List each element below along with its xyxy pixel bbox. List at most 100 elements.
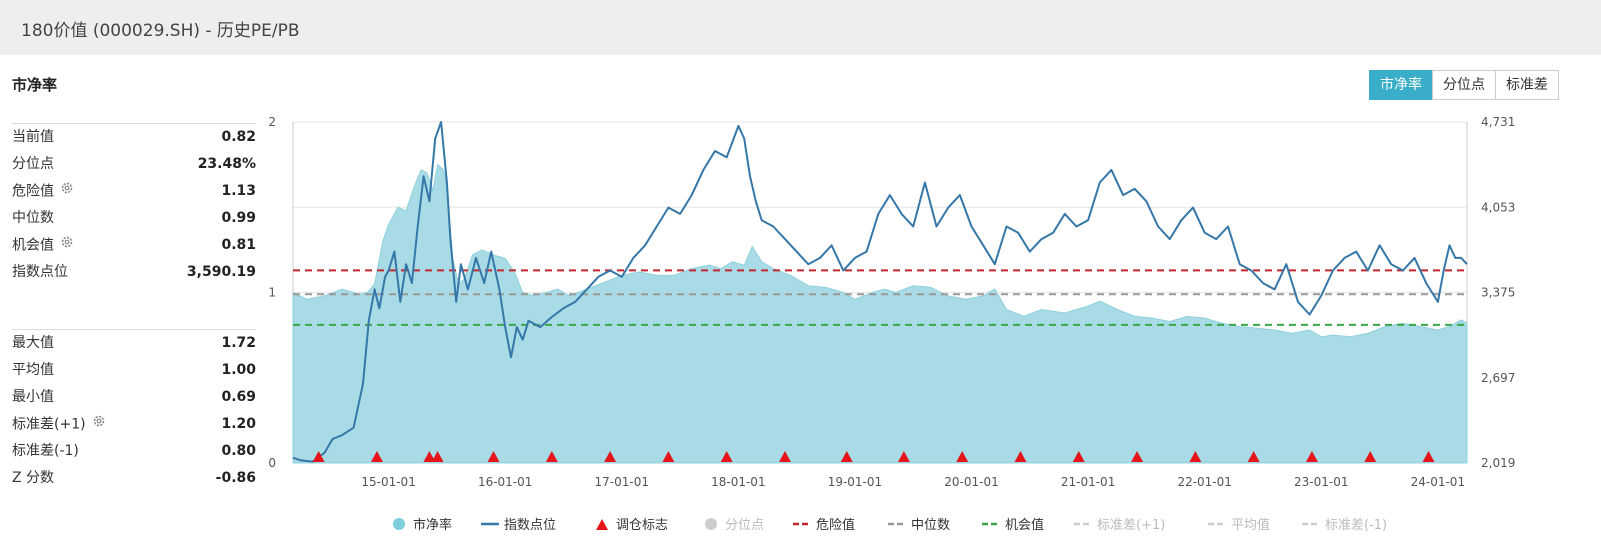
- left-axis-tick-label: 2: [268, 115, 276, 129]
- legend-label: 标准差(+1): [1097, 518, 1166, 533]
- tab-pb[interactable]: 市净率: [1369, 70, 1433, 100]
- legend-dot-icon: [390, 517, 408, 531]
- stat-label: 危险值: [12, 178, 74, 206]
- x-axis-tick-label: 15-01-01: [361, 475, 415, 489]
- tab-percentile[interactable]: 分位点: [1432, 70, 1496, 100]
- rebalance-marker: [662, 451, 675, 462]
- stat-row: 危险值 1.13: [12, 178, 256, 205]
- stats-panel-current: 当前值 0.82 分位点 23.48% 危险值 1.13 中位数 0.99 机会值 0.81 指数点…: [12, 123, 256, 286]
- rebalance-marker: [545, 451, 558, 462]
- stat-label: 机会值: [12, 232, 74, 260]
- rebalance-marker: [487, 451, 500, 462]
- legend-dash-icon: [793, 517, 811, 531]
- index-line-series: [292, 121, 1468, 463]
- gear-icon[interactable]: [92, 411, 106, 438]
- legend-dash-icon: [1302, 517, 1320, 531]
- stat-value: 0.69: [221, 389, 256, 405]
- legend-item[interactable]: 机会值: [982, 514, 1044, 533]
- legend-label: 标准差(-1): [1325, 518, 1388, 533]
- legend-dot-icon: [702, 517, 720, 531]
- gear-icon[interactable]: [60, 178, 74, 205]
- stat-value: 0.82: [221, 129, 256, 145]
- legend-item[interactable]: 市净率: [390, 514, 452, 533]
- stat-row: 平均值 1.00: [12, 357, 256, 384]
- legend-label: 市净率: [413, 518, 453, 533]
- legend-dash-icon: [1074, 517, 1092, 531]
- rebalance-marker: [370, 451, 383, 462]
- legend-label: 指数点位: [504, 518, 557, 533]
- rebalance-marker: [423, 451, 436, 462]
- x-axis-tick-label: 21-01-01: [1061, 475, 1115, 489]
- x-axis-tick-label: 22-01-01: [1177, 475, 1231, 489]
- rebalance-marker: [778, 451, 791, 462]
- stat-row: Z 分数 -0.86: [12, 465, 256, 492]
- right-axis-tick-label: 4,053: [1481, 200, 1515, 214]
- rebalance-marker: [1014, 451, 1027, 462]
- rebalance-marker: [1131, 451, 1144, 462]
- legend-dash-icon: [982, 517, 1000, 531]
- stat-row: 最小值 0.69: [12, 384, 256, 411]
- rebalance-marker: [604, 451, 617, 462]
- x-axis-tick-label: 20-01-01: [944, 475, 998, 489]
- rebalance-marker: [312, 451, 325, 462]
- tab-stddev[interactable]: 标准差: [1495, 70, 1559, 100]
- rebalance-marker: [1305, 451, 1318, 462]
- stat-value: 23.48%: [197, 156, 256, 172]
- x-axis-tick-label: 17-01-01: [595, 475, 649, 489]
- legend-item[interactable]: 指数点位: [481, 514, 556, 533]
- right-axis-tick-label: 2,697: [1481, 371, 1515, 385]
- rebalance-marker: [1422, 451, 1435, 462]
- legend-item[interactable]: 分位点: [702, 514, 764, 533]
- pb-area-series: [292, 163, 1468, 464]
- chart-legend: 市净率 指数点位 调仓标志 分位点 危险值 中位数 机会值 标准差(+1) 平均值 标准差(-1): [0, 508, 1601, 538]
- stat-value: 1.20: [221, 416, 256, 432]
- legend-item[interactable]: 中位数: [888, 514, 950, 533]
- stat-value: 0.99: [221, 210, 256, 226]
- rebalance-marker: [897, 451, 910, 462]
- stat-label: 指数点位: [12, 264, 68, 280]
- section-title: 市净率: [12, 76, 58, 94]
- stat-row: 标准差(+1) 1.20: [12, 411, 256, 438]
- rebalance-marker: [431, 451, 444, 462]
- stats-panel-history: 最大值 1.72 平均值 1.00 最小值 0.69 标准差(+1) 1.20 标准差(-1) 0…: [12, 329, 256, 492]
- left-axis-tick-label: 0: [268, 456, 276, 470]
- legend-item[interactable]: 危险值: [793, 514, 855, 533]
- x-axis-tick-label: 18-01-01: [711, 475, 765, 489]
- gear-icon[interactable]: [60, 232, 74, 259]
- stat-label: 标准差(+1): [12, 411, 106, 439]
- stat-value: -0.86: [215, 470, 256, 486]
- stat-label: 最大值: [12, 335, 54, 351]
- stat-label: 标准差(-1): [12, 443, 79, 459]
- legend-triangle-icon: [593, 517, 611, 531]
- rebalance-marker: [1072, 451, 1085, 462]
- stat-label: 分位点: [12, 156, 54, 172]
- stat-row: 中位数 0.99: [12, 205, 256, 232]
- stat-value: 3,590.19: [186, 264, 256, 280]
- x-axis-tick-label: 24-01-01: [1411, 475, 1465, 489]
- rebalance-marker: [1247, 451, 1260, 462]
- header-bar: 180价值 (000029.SH) - 历史PE/PB: [0, 0, 1601, 55]
- view-tabs: 市净率 分位点 标准差: [1369, 70, 1559, 100]
- rebalance-marker: [1364, 451, 1377, 462]
- stat-value: 0.80: [221, 443, 256, 459]
- legend-line-icon: [481, 517, 499, 531]
- x-axis-tick-label: 16-01-01: [478, 475, 532, 489]
- legend-item[interactable]: 标准差(-1): [1302, 514, 1387, 533]
- legend-label: 分位点: [725, 518, 765, 533]
- legend-dash-icon: [888, 517, 906, 531]
- x-axis-tick-label: 19-01-01: [828, 475, 882, 489]
- legend-item[interactable]: 调仓标志: [593, 514, 668, 533]
- stat-label: 最小值: [12, 389, 54, 405]
- stat-row: 机会值 0.81: [12, 232, 256, 259]
- legend-item[interactable]: 标准差(+1): [1074, 514, 1165, 533]
- right-axis-tick-label: 4,731: [1481, 115, 1515, 129]
- rebalance-marker: [840, 451, 853, 462]
- rebalance-marker: [956, 451, 969, 462]
- legend-label: 危险值: [816, 518, 856, 533]
- pb-history-chart: 0 1 2 2,019 2,697 3,375 4,053 4,731 15-01-01 16-0…: [268, 115, 1515, 489]
- legend-label: 调仓标志: [616, 518, 669, 533]
- stat-value: 0.81: [221, 237, 256, 253]
- x-axis-tick-label: 23-01-01: [1294, 475, 1348, 489]
- legend-item[interactable]: 平均值: [1208, 514, 1270, 533]
- stat-row: 标准差(-1) 0.80: [12, 438, 256, 465]
